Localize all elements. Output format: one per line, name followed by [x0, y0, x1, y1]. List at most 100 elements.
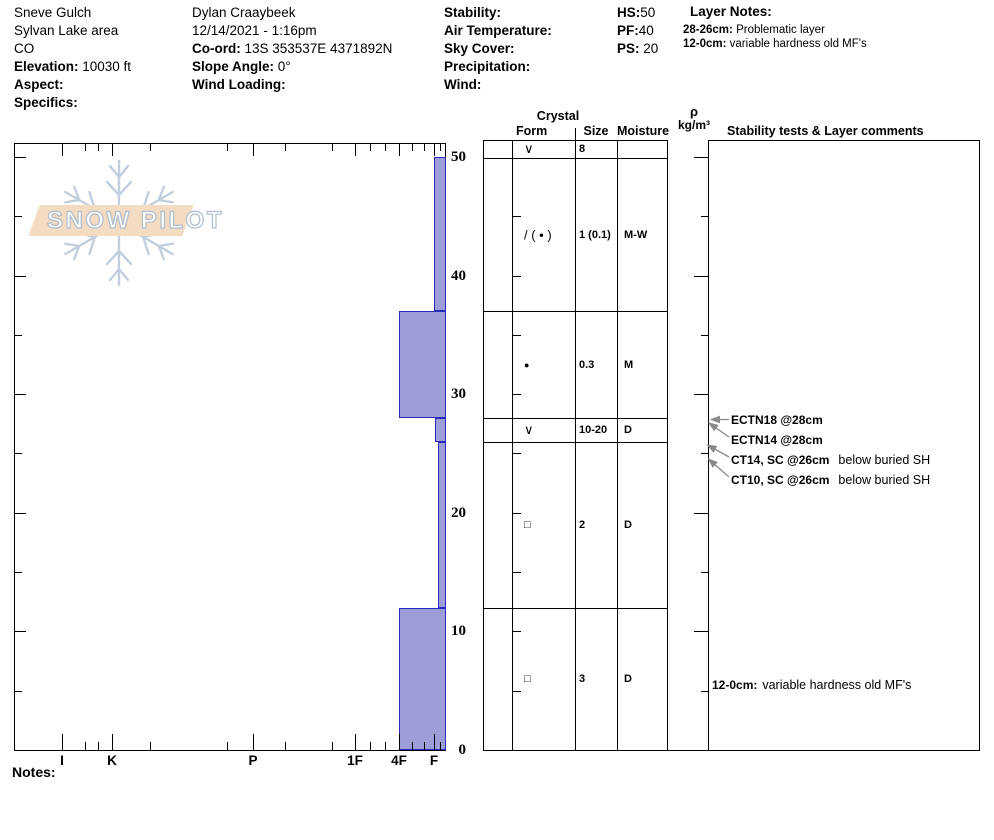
- header-field-label: HS:: [617, 5, 641, 20]
- decorative-element: [117, 249, 133, 266]
- header-field-value: 20: [639, 41, 659, 56]
- test-comment: below buried SH: [838, 473, 931, 487]
- axis-tick: [15, 276, 26, 277]
- density-header-rho: ρ: [689, 104, 699, 119]
- ruler-tick: [513, 691, 521, 692]
- size-cell: 1 (0.1): [579, 229, 611, 241]
- header-field-value: 0°: [274, 59, 291, 74]
- header-line: Aspect:: [14, 76, 131, 94]
- header-line: Dylan Craaybeek: [192, 4, 392, 22]
- axis-tick: [112, 734, 113, 750]
- stability-test: CT10, SC @26cm below buried SH: [731, 473, 930, 487]
- axis-tick: [370, 742, 371, 750]
- density-header-units: kg/m³: [677, 118, 710, 132]
- form-cell: / ( • ): [524, 227, 552, 243]
- layer-note-text: Problematic layer: [732, 24, 825, 36]
- axis-tick: [434, 734, 435, 750]
- axis-tick: [285, 144, 286, 151]
- table-column-line: [575, 140, 576, 750]
- ruler-tick: [513, 216, 521, 217]
- axis-tick: [253, 144, 254, 156]
- moisture-cell: M-W: [624, 229, 648, 241]
- ruler-tick: [513, 335, 521, 336]
- header-field-value: 10030 ft: [78, 59, 132, 74]
- header-line: Precipitation:: [444, 58, 552, 76]
- header-line: Sky Cover:: [444, 40, 552, 58]
- header-column-weather: Stability: Air Temperature: Sky Cover: Prec…: [444, 4, 552, 94]
- size-header: Size: [583, 124, 609, 138]
- header-field-value: 13S 353537E 4371892N: [240, 41, 393, 56]
- hardness-axis-label: I: [60, 753, 64, 768]
- axis-tick: [370, 144, 371, 151]
- moisture-header: Moisture: [617, 124, 670, 138]
- axis-tick: [150, 742, 151, 750]
- decorative-element: [706, 415, 730, 478]
- form-header: Form: [516, 124, 548, 138]
- header-line: HS:50: [617, 4, 658, 22]
- notes-label: Notes:: [12, 764, 56, 780]
- header-line: PF:40: [617, 22, 658, 40]
- header-line: Wind:: [444, 76, 552, 94]
- stability-test: CT14, SC @26cm below buried SH: [731, 453, 930, 467]
- axis-tick: [15, 572, 22, 573]
- ruler-tick: [694, 157, 708, 158]
- decorative-element: [63, 198, 81, 204]
- decorative-element: [117, 180, 133, 197]
- header-field-label: Precipitation:: [444, 59, 531, 74]
- ruler-tick: [513, 513, 521, 514]
- axis-tick: [355, 734, 356, 750]
- ruler-tick: [701, 216, 708, 217]
- moisture-cell: D: [624, 519, 632, 531]
- axis-tick: [385, 742, 386, 750]
- table-column-line: [617, 140, 618, 750]
- comments-header: Stability tests & Layer comments: [727, 124, 924, 138]
- header-line: PS: 20: [617, 40, 658, 58]
- layer-row-divider: [483, 418, 667, 419]
- moisture-cell: M: [624, 359, 634, 371]
- size-cell: 8: [579, 143, 586, 155]
- form-size-header-tick: [575, 128, 576, 140]
- hardness-bar: [438, 442, 446, 608]
- moisture-cell: D: [624, 424, 632, 436]
- decorative-element: [88, 235, 96, 256]
- axis-tick: [424, 144, 425, 151]
- axis-tick: [62, 734, 63, 750]
- hardness-bar: [399, 608, 446, 750]
- crystal-header: Crystal: [536, 109, 580, 123]
- decorative-element: [72, 244, 81, 261]
- plot-border-left: [14, 143, 15, 750]
- table-column-line: [708, 140, 709, 750]
- header-field-label: Air Temperature:: [444, 23, 552, 38]
- ruler-tick: [701, 691, 708, 692]
- test-arrow: [707, 458, 730, 478]
- axis-tick: [15, 157, 26, 158]
- axis-tick: [355, 144, 356, 156]
- header-line: CO: [14, 40, 131, 58]
- layer-row-divider: [483, 311, 667, 312]
- moisture-cell: D: [624, 673, 632, 685]
- depth-axis-label: 40: [451, 268, 466, 284]
- axis-tick: [399, 144, 400, 156]
- axis-tick: [285, 742, 286, 750]
- header-field-label: Wind:: [444, 77, 482, 92]
- table-bottom-border: [483, 750, 980, 751]
- depth-axis-label: 30: [451, 386, 466, 402]
- axis-tick: [112, 144, 113, 156]
- decorative-element: [72, 185, 81, 202]
- hardness-bar: [399, 311, 446, 418]
- layer-notes-list: 28-26cm: Problematic layer 12-0cm: variab…: [683, 23, 867, 51]
- decorative-element: [105, 180, 121, 197]
- ruler-tick: [513, 394, 521, 395]
- depth-axis-label: 0: [458, 742, 467, 758]
- header-line: Air Temperature:: [444, 22, 552, 40]
- axis-tick: [15, 691, 22, 692]
- decorative-element: [142, 235, 150, 256]
- table-top-border: [483, 140, 667, 141]
- header-field-label: PS:: [617, 41, 640, 56]
- axis-tick: [62, 144, 63, 156]
- layer-note-label: 28-26cm:: [683, 24, 733, 36]
- header-field-label: PF:: [617, 23, 639, 38]
- ruler-tick: [513, 453, 521, 454]
- decorative-element: [108, 164, 121, 179]
